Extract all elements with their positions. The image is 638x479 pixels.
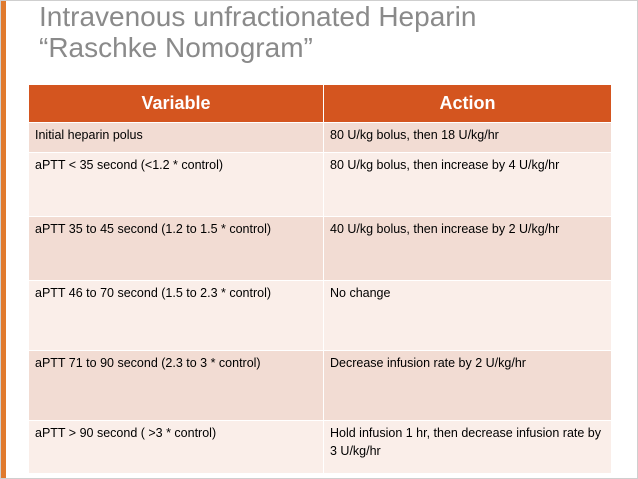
table-row: aPTT > 90 second ( >3 * control) Hold in… [29,420,611,473]
table-row: aPTT 35 to 45 second (1.2 to 1.5 * contr… [29,216,611,281]
action-cell: 40 U/kg bolus, then increase by 2 U/kg/h… [323,216,611,281]
header-action: Action [323,85,611,123]
title-line-2: “Raschke Nomogram” [39,32,313,63]
variable-cell: aPTT 35 to 45 second (1.2 to 1.5 * contr… [29,216,324,281]
nomogram-table: Variable Action Initial heparin polus 80… [29,85,611,473]
table-row: aPTT 71 to 90 second (2.3 to 3 * control… [29,350,611,421]
table-row: Initial heparin polus 80 U/kg bolus, the… [29,122,611,153]
variable-cell: Initial heparin polus [29,122,324,153]
variable-cell: aPTT < 35 second (<1.2 * control) [29,152,324,217]
title-line-1: Intravenous unfractionated Heparin [39,1,477,32]
table-header-row: Variable Action [29,85,611,123]
action-cell: Decrease infusion rate by 2 U/kg/hr [323,350,611,421]
table-row: aPTT 46 to 70 second (1.5 to 2.3 * contr… [29,280,611,351]
action-cell: Hold infusion 1 hr, then decrease infusi… [323,420,611,473]
accent-bar [1,1,6,478]
table-row: aPTT < 35 second (<1.2 * control) 80 U/k… [29,152,611,217]
slide-title: Intravenous unfractionated Heparin “Rasc… [39,1,619,63]
header-variable: Variable [29,85,324,123]
action-cell: 80 U/kg bolus, then increase by 4 U/kg/h… [323,152,611,217]
variable-cell: aPTT 46 to 70 second (1.5 to 2.3 * contr… [29,280,324,351]
action-cell: No change [323,280,611,351]
action-cell: 80 U/kg bolus, then 18 U/kg/hr [323,122,611,153]
variable-cell: aPTT > 90 second ( >3 * control) [29,420,324,473]
variable-cell: aPTT 71 to 90 second (2.3 to 3 * control… [29,350,324,421]
